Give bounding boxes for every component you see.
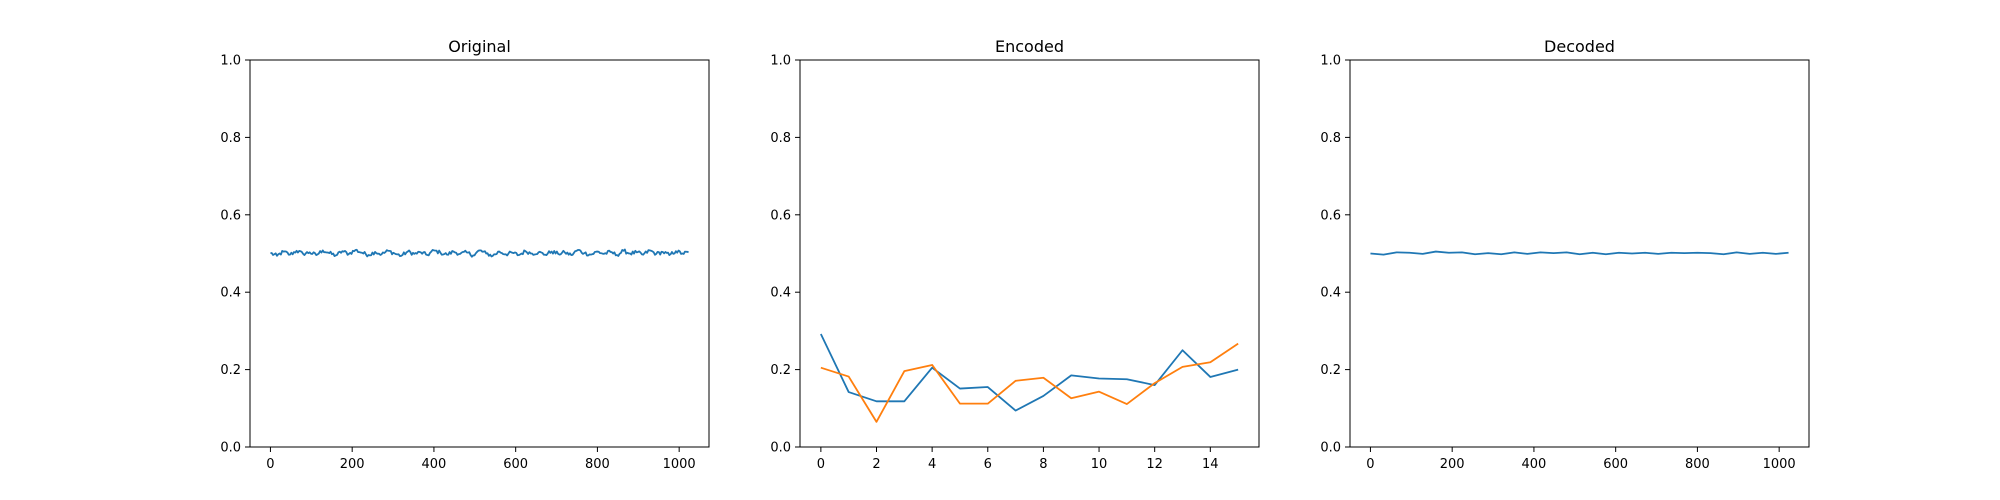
original-xtick-label: 0 bbox=[266, 457, 274, 472]
encoded-xtick-label: 0 bbox=[817, 457, 825, 472]
encoded-title: Encoded bbox=[995, 37, 1064, 56]
encoded-ytick-label: 0.2 bbox=[770, 363, 791, 378]
original-plot-frame bbox=[249, 59, 710, 448]
decoded-ytick-label: 1.0 bbox=[1320, 54, 1341, 69]
original-xtick-label: 1000 bbox=[663, 457, 696, 472]
original-ytick-label: 0.4 bbox=[220, 286, 241, 301]
original-ytick-label: 1.0 bbox=[220, 54, 241, 69]
decoded-title: Decoded bbox=[1544, 37, 1615, 56]
decoded-xtick-label: 600 bbox=[1603, 457, 1628, 472]
encoded-ytick-label: 0.8 bbox=[770, 131, 791, 146]
decoded-ytick-label: 0.8 bbox=[1320, 131, 1341, 146]
decoded-ytick-label: 0.4 bbox=[1320, 286, 1341, 301]
encoded-plot-frame bbox=[799, 59, 1260, 448]
encoded-series-line-2 bbox=[820, 342, 1239, 423]
encoded-ytick-label: 0.4 bbox=[770, 286, 791, 301]
encoded-panel: Encoded 0.0 0.2 0.4 0.6 0.8 1.0 0 2 4 6 8 10 12 14 bbox=[770, 37, 1260, 472]
original-ytick-label: 0.0 bbox=[220, 441, 241, 456]
encoded-xtick-label: 4 bbox=[928, 457, 936, 472]
original-xtick-label: 800 bbox=[585, 457, 610, 472]
original-title: Original bbox=[448, 37, 511, 56]
encoded-xtick-label: 8 bbox=[1039, 457, 1047, 472]
encoded-xtick-label: 2 bbox=[872, 457, 880, 472]
original-ytick-label: 0.8 bbox=[220, 131, 241, 146]
encoded-xtick-label: 10 bbox=[1091, 457, 1108, 472]
decoded-series-line-1 bbox=[1370, 250, 1789, 256]
encoded-ytick-label: 1.0 bbox=[770, 54, 791, 69]
encoded-series-line-1 bbox=[820, 333, 1239, 412]
decoded-ytick-label: 0.6 bbox=[1320, 208, 1341, 223]
original-series-line-1 bbox=[270, 248, 689, 258]
decoded-xtick-label: 200 bbox=[1440, 457, 1465, 472]
encoded-ytick-label: 0.0 bbox=[770, 441, 791, 456]
encoded-xtick-label: 14 bbox=[1202, 457, 1219, 472]
original-xtick-label: 400 bbox=[422, 457, 447, 472]
decoded-panel: Decoded 0.0 0.2 0.4 0.6 0.8 1.0 0 200 400 600 800 1… bbox=[1320, 37, 1810, 472]
encoded-xtick-label: 6 bbox=[984, 457, 992, 472]
original-ytick-label: 0.6 bbox=[220, 208, 241, 223]
decoded-ytick-label: 0.0 bbox=[1320, 441, 1341, 456]
encoded-xtick-label: 12 bbox=[1146, 457, 1163, 472]
decoded-xtick-label: 800 bbox=[1685, 457, 1710, 472]
original-xtick-label: 200 bbox=[340, 457, 365, 472]
decoded-xtick-label: 400 bbox=[1522, 457, 1547, 472]
decoded-plot-frame bbox=[1349, 59, 1810, 448]
decoded-ytick-label: 0.2 bbox=[1320, 363, 1341, 378]
original-panel: Original 0.0 0.2 0.4 0.6 0.8 1.0 0 200 400 600 800… bbox=[220, 37, 710, 472]
decoded-xtick-label: 0 bbox=[1366, 457, 1374, 472]
original-ytick-label: 0.2 bbox=[220, 363, 241, 378]
decoded-xtick-label: 1000 bbox=[1763, 457, 1796, 472]
original-xtick-label: 600 bbox=[503, 457, 528, 472]
encoded-ytick-label: 0.6 bbox=[770, 208, 791, 223]
